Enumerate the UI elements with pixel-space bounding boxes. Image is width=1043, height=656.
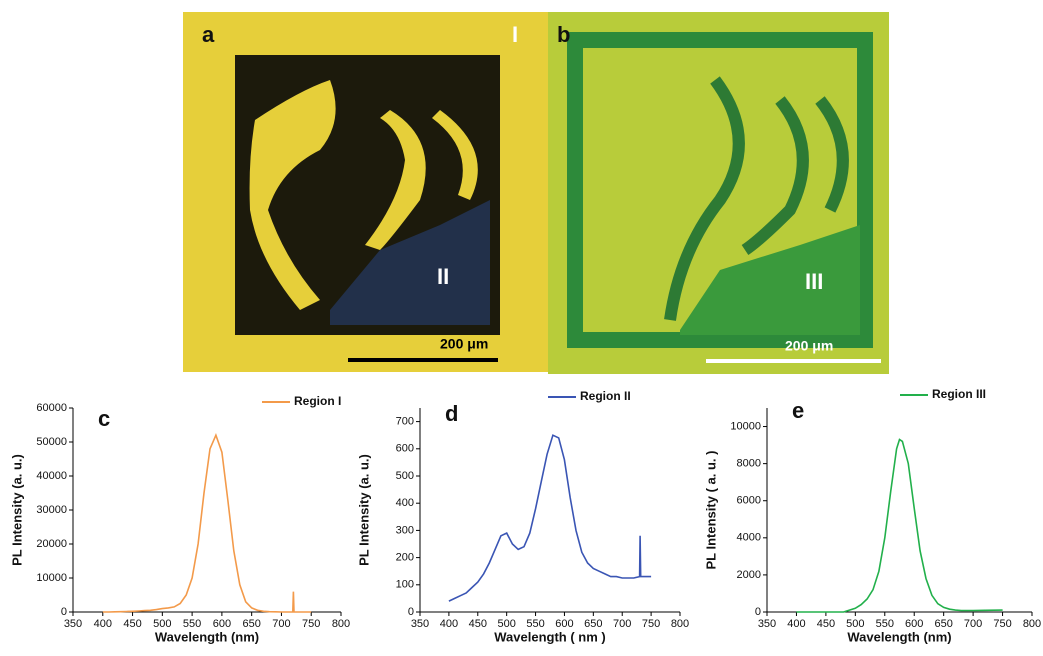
x-tick-label: 750 xyxy=(642,618,660,630)
y-tick-label: 0 xyxy=(755,606,761,618)
y-axis-title: PL Intensity ( a. u. ) xyxy=(703,451,718,570)
scale-label: 200 μm xyxy=(785,338,833,354)
x-tick-label: 650 xyxy=(242,618,260,630)
panel-label: c xyxy=(98,406,110,431)
region-label: I xyxy=(512,22,518,47)
x-tick-label: 700 xyxy=(964,618,982,630)
y-tick-label: 400 xyxy=(396,497,414,509)
y-tick-label: 8000 xyxy=(737,458,761,470)
y-tick-label: 10000 xyxy=(730,420,761,432)
x-tick-label: 400 xyxy=(440,618,458,630)
x-tick-label: 400 xyxy=(94,618,112,630)
y-tick-label: 6000 xyxy=(737,495,761,507)
panel-label: a xyxy=(202,22,215,47)
x-tick-label: 700 xyxy=(272,618,290,630)
region-label: II xyxy=(437,264,449,289)
y-tick-label: 2000 xyxy=(737,569,761,581)
x-tick-label: 750 xyxy=(993,618,1011,630)
spectrum-line xyxy=(449,435,651,601)
scale-bar xyxy=(348,358,498,362)
y-tick-label: 300 xyxy=(396,524,414,536)
x-axis-title: Wavelength (nm) xyxy=(847,629,951,644)
micrograph-a: a I II 200 μm xyxy=(183,12,548,372)
y-tick-label: 700 xyxy=(396,416,414,428)
y-tick-label: 500 xyxy=(396,470,414,482)
region-label: III xyxy=(805,269,823,294)
x-tick-label: 650 xyxy=(584,618,602,630)
x-tick-label: 800 xyxy=(671,618,689,630)
y-tick-label: 50000 xyxy=(36,436,67,448)
x-tick-label: 400 xyxy=(787,618,805,630)
y-tick-label: 4000 xyxy=(737,532,761,544)
y-tick-label: 200 xyxy=(396,552,414,564)
y-tick-label: 0 xyxy=(61,606,67,618)
spectrum-line xyxy=(796,440,1002,613)
y-tick-label: 100 xyxy=(396,579,414,591)
x-tick-label: 600 xyxy=(555,618,573,630)
x-axis-title: Wavelength ( nm ) xyxy=(494,629,605,644)
x-tick-label: 750 xyxy=(302,618,320,630)
micrograph-b: b III 200 μm xyxy=(548,12,889,374)
figure: a I II 200 μm b III 200 μm 3504004505005… xyxy=(0,0,1043,656)
y-tick-label: 0 xyxy=(408,606,414,618)
y-tick-label: 20000 xyxy=(36,538,67,550)
legend-label: Region I xyxy=(294,394,341,408)
y-axis-title: PL Intensity (a. u.) xyxy=(9,454,24,566)
x-tick-label: 350 xyxy=(64,618,82,630)
panel-label: b xyxy=(557,22,570,47)
x-tick-label: 800 xyxy=(332,618,350,630)
x-tick-label: 500 xyxy=(497,618,515,630)
panel-label: d xyxy=(445,401,458,426)
x-tick-label: 350 xyxy=(411,618,429,630)
y-tick-label: 60000 xyxy=(36,402,67,414)
x-tick-label: 700 xyxy=(613,618,631,630)
x-tick-label: 650 xyxy=(934,618,952,630)
scale-bar xyxy=(706,359,881,363)
y-tick-label: 40000 xyxy=(36,470,67,482)
x-tick-label: 500 xyxy=(846,618,864,630)
y-axis-title: PL Intensity (a. u.) xyxy=(356,454,371,566)
x-tick-label: 350 xyxy=(758,618,776,630)
x-tick-label: 550 xyxy=(526,618,544,630)
y-tick-label: 10000 xyxy=(36,572,67,584)
x-tick-label: 550 xyxy=(876,618,894,630)
x-tick-label: 550 xyxy=(183,618,201,630)
x-tick-label: 500 xyxy=(153,618,171,630)
legend-label: Region II xyxy=(580,389,631,403)
x-tick-label: 450 xyxy=(469,618,487,630)
x-tick-label: 600 xyxy=(213,618,231,630)
x-axis-title: Wavelength (nm) xyxy=(155,629,259,644)
legend-label: Region III xyxy=(932,387,986,401)
spectrum-line xyxy=(103,435,311,612)
panel-label: e xyxy=(792,398,804,423)
scale-label: 200 μm xyxy=(440,336,488,352)
y-tick-label: 600 xyxy=(396,443,414,455)
x-tick-label: 800 xyxy=(1023,618,1041,630)
y-tick-label: 30000 xyxy=(36,504,67,516)
x-tick-label: 450 xyxy=(123,618,141,630)
x-tick-label: 450 xyxy=(817,618,835,630)
x-tick-label: 600 xyxy=(905,618,923,630)
